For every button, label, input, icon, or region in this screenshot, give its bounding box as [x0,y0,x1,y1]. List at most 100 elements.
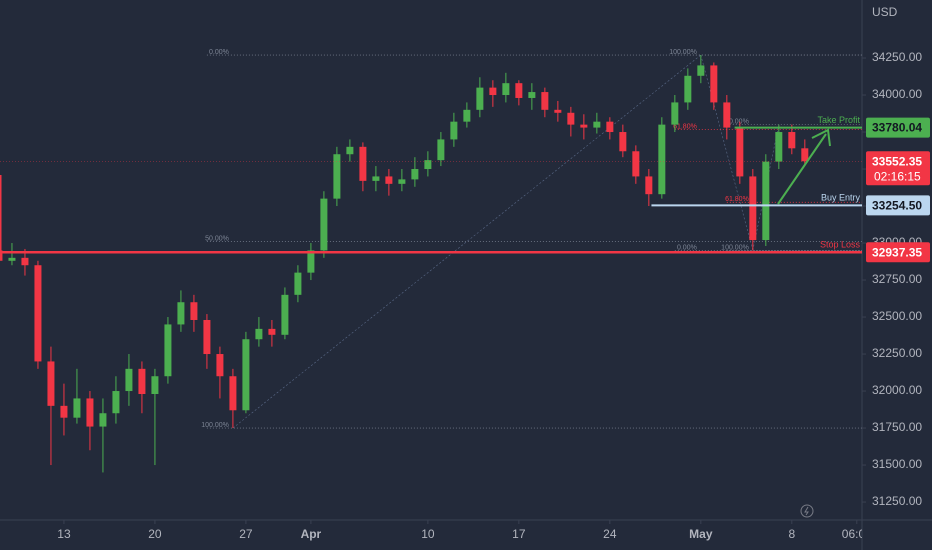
candle-body [489,87,497,96]
candle-body [762,161,770,241]
candle-body [502,83,510,96]
y-tick-label: 31250.00 [872,494,922,508]
fib-label: 100.00% [201,422,229,429]
candle-body [554,109,562,113]
candle-body [684,75,692,103]
candle-body [411,169,419,180]
candle-body [645,176,653,195]
candle-body [177,302,185,325]
candle-body [580,124,588,128]
fib-label: 50.00% [205,235,229,242]
candle-body [372,176,380,181]
fib-label: 61.80% [673,123,697,130]
candle-body [60,405,68,418]
candle-body [8,257,16,261]
fib-label: 100.00% [669,49,697,56]
candle-body [385,176,393,184]
candle-body [450,121,458,140]
x-tick-label: 10 [421,527,435,541]
price-label: 33552.35 [872,154,922,168]
x-tick-label: Apr [301,527,322,541]
candle-body [658,124,666,195]
candle-body [775,132,783,162]
y-tick-label: 34250.00 [872,50,922,64]
level-name: Buy Entry [821,193,861,203]
x-tick-label: 17 [512,527,526,541]
fib-trend [700,54,754,251]
candle-body [21,257,29,266]
candle-body [463,109,471,122]
price-label-box [866,117,930,138]
fib-label: 61.80% [725,196,749,203]
candle-body [320,198,328,251]
price-label: 32937.35 [872,245,922,259]
candle-body [125,368,133,392]
y-tick-label: 32000.00 [872,383,922,397]
level-name: Take Profit [817,115,860,125]
candle-body [476,87,484,110]
x-tick-label: 20 [148,527,162,541]
x-tick-label: 06:00 [842,527,872,541]
fib-label: 0.00% [677,244,697,251]
price-label-box [866,151,930,186]
candle-body [151,376,159,394]
candle-body [736,127,744,177]
fib-label: 100.00% [721,244,749,251]
x-tick-label: 24 [603,527,617,541]
x-tick-label: 27 [239,527,253,541]
price-label-box [866,242,930,263]
candle-body [359,146,367,181]
y-tick-label: 31750.00 [872,420,922,434]
fib-label: 0.00% [209,49,229,56]
candle-body [73,398,81,418]
price-label-box [866,195,930,216]
candle-body [671,102,679,125]
price-label: 33780.04 [872,121,922,135]
countdown: 02:16:15 [874,169,921,183]
candle-body [281,294,289,335]
candle-body [47,361,55,406]
candle-body [203,319,211,355]
candle-body [697,65,705,76]
y-tick-label: 32500.00 [872,309,922,323]
price-label: 33254.50 [872,199,922,213]
candle-body [216,354,224,377]
candle-body [99,413,107,427]
currency: USD [872,5,898,19]
candle-body [34,265,42,362]
candle-body [307,250,315,273]
candle-body [398,179,406,184]
y-tick-label: 32250.00 [872,346,922,360]
x-tick-label: 8 [788,527,795,541]
candle-body [606,121,614,133]
candle-body [112,391,120,414]
candle-body [229,376,237,411]
candle-body [294,272,302,295]
candle-body [567,112,575,125]
y-tick-label: 32750.00 [872,272,922,286]
candle-body [164,324,172,377]
candle-body [255,328,263,340]
candle-body [632,151,640,177]
replay-icon[interactable] [800,504,814,518]
y-tick-label: 34000.00 [872,87,922,101]
candle-body [138,368,146,394]
plot: 0.00% 50.00% 100.00% 100.00% 61.80% 0.00% 0.00… [0,49,872,541]
candle-body [424,160,432,170]
candle-body [86,398,94,427]
fib-label: 0.00% [729,118,749,125]
candle-body [437,139,445,161]
candle-body [749,176,757,241]
candle-body [346,146,354,155]
candle-body [0,250,3,261]
candle-body [242,339,250,411]
candle-body [710,65,718,103]
candle-body [333,154,341,199]
level-name: Stop Loss [820,240,861,250]
candle-body [528,92,536,98]
target-arrow [777,128,831,205]
candle-body [268,328,276,335]
x-tick-label: May [689,527,713,541]
candle-body [723,102,731,128]
